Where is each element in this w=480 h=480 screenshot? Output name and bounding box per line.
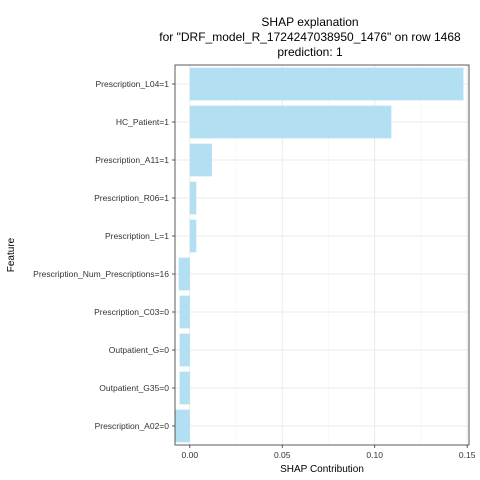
title-line-1: SHAP explanation [261, 15, 358, 29]
x-tick-label: 0.05 [274, 450, 291, 460]
chart-title: SHAP explanation for "DRF_model_R_172424… [159, 15, 461, 59]
y-tick-label: Outpatient_G=0 [109, 345, 170, 355]
y-tick-labels: Prescription_L04=1 HC_Patient=1 Prescripti… [33, 79, 175, 431]
bar [189, 181, 197, 215]
bar [179, 333, 190, 367]
bar [179, 295, 190, 329]
y-tick-label: Prescription_Num_Prescriptions=16 [33, 269, 169, 279]
y-tick-label: Outpatient_G35=0 [99, 383, 169, 393]
title-line-2: for "DRF_model_R_1724247038950_1476" on … [159, 30, 461, 44]
bar [175, 409, 190, 443]
y-tick-label: Prescription_L04=1 [96, 79, 170, 89]
bar [189, 219, 197, 253]
y-tick-label: Prescription_A11=1 [95, 155, 169, 165]
x-tick-labels: 0.00 0.05 0.10 0.15 [182, 445, 476, 460]
x-axis-title: SHAP Contribution [280, 464, 364, 475]
y-tick-label: Prescription_C03=0 [94, 307, 169, 317]
bars [175, 67, 464, 443]
bar [189, 143, 212, 177]
bar [179, 371, 190, 405]
bar [189, 67, 464, 101]
title-line-3: prediction: 1 [277, 45, 343, 59]
y-tick-label: Prescription_L=1 [105, 231, 169, 241]
y-tick-label: HC_Patient=1 [116, 117, 169, 127]
bar [189, 105, 392, 139]
y-tick-label: Prescription_R06=1 [94, 193, 169, 203]
bar [178, 257, 190, 291]
plot-border [174, 64, 470, 446]
y-axis-title: Feature [6, 237, 17, 272]
x-tick-label: 0.10 [366, 450, 383, 460]
y-tick-label: Prescription_A02=0 [95, 421, 170, 431]
x-tick-label: 0.15 [459, 450, 476, 460]
x-tick-label: 0.00 [182, 450, 199, 460]
